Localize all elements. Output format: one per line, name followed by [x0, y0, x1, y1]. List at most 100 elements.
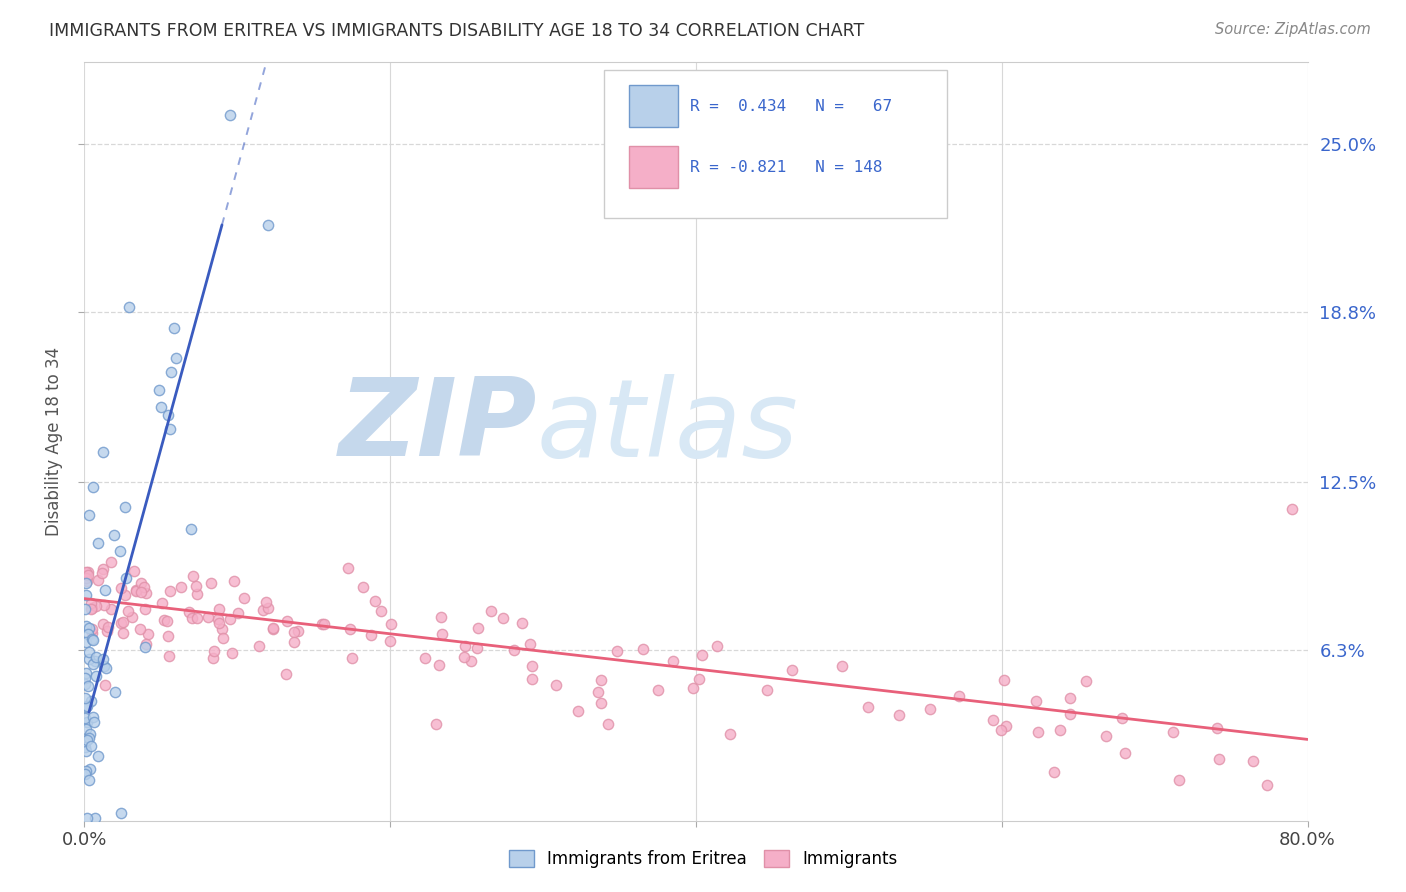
Point [364, 593, 387, 607]
Point [93, 658, 115, 673]
Point [588, 685, 610, 699]
Point [1043, 765, 1066, 780]
Point [77, 508, 100, 522]
Point [77, 627, 100, 641]
Point [152, 596, 174, 610]
Point [519, 637, 541, 651]
Point [148, 383, 170, 397]
Point [84, 811, 107, 825]
Point [75, 565, 97, 579]
Point [520, 672, 543, 686]
Point [425, 717, 447, 731]
Point [157, 629, 180, 643]
Point [82, 622, 104, 636]
Point [1028, 724, 1050, 739]
Point [208, 601, 231, 615]
Point [75, 744, 97, 758]
Point [76, 811, 98, 825]
Point [163, 321, 186, 335]
Point [370, 604, 392, 618]
Point [337, 561, 360, 575]
Point [430, 627, 453, 641]
Point [82, 480, 104, 494]
Point [122, 564, 145, 578]
Point [887, 708, 910, 723]
Point [430, 610, 453, 624]
Point [77, 773, 100, 788]
Point [186, 611, 208, 625]
Point [606, 644, 628, 658]
FancyBboxPatch shape [628, 145, 678, 187]
Point [311, 617, 333, 632]
Point [546, 678, 568, 692]
Point [682, 681, 704, 695]
Point [111, 615, 134, 630]
Point [1281, 502, 1303, 516]
Point [427, 657, 450, 672]
Point [460, 654, 482, 668]
Point [82, 632, 104, 647]
Point [257, 218, 280, 232]
Point [522, 659, 544, 673]
Point [80, 626, 103, 640]
Point [169, 581, 191, 595]
Point [1111, 711, 1133, 725]
Point [1241, 754, 1264, 768]
Point [77, 731, 100, 745]
Text: R = -0.821   N = 148: R = -0.821 N = 148 [690, 160, 883, 175]
Text: ZIP: ZIP [339, 374, 537, 479]
Point [80, 693, 103, 707]
Point [77, 621, 100, 635]
Point [76, 567, 98, 582]
Point [77, 645, 100, 659]
Point [257, 600, 280, 615]
Point [75, 711, 97, 725]
Point [165, 351, 187, 365]
Point [110, 581, 132, 595]
Point [100, 555, 122, 569]
Point [75, 740, 97, 755]
Point [84, 669, 107, 683]
Point [262, 621, 284, 635]
Point [75, 676, 97, 690]
Point [858, 699, 880, 714]
Point [118, 300, 141, 314]
Point [156, 614, 179, 628]
Point [990, 723, 1012, 737]
Point [479, 604, 502, 618]
Point [993, 673, 1015, 688]
Point [79, 727, 101, 741]
Point [76, 715, 98, 730]
Point [502, 643, 524, 657]
Point [219, 612, 242, 626]
Point [160, 365, 183, 379]
Point [84, 599, 107, 613]
Point [82, 710, 104, 724]
Point [212, 631, 235, 645]
Point [75, 767, 97, 781]
Point [114, 500, 136, 514]
Point [134, 602, 156, 616]
Point [631, 642, 654, 657]
Point [129, 585, 152, 599]
Point [247, 639, 270, 653]
Point [125, 584, 148, 599]
Point [831, 659, 853, 673]
Point [80, 739, 103, 753]
Point [283, 625, 305, 640]
Point [276, 667, 298, 681]
Point [1161, 725, 1184, 739]
Point [97, 619, 120, 633]
Point [453, 650, 475, 665]
Point [567, 704, 589, 718]
Point [202, 644, 225, 658]
Point [647, 682, 669, 697]
Point [77, 679, 100, 693]
Point [124, 583, 146, 598]
Point [211, 622, 233, 636]
Point [221, 646, 243, 660]
Point [159, 422, 181, 436]
Point [222, 574, 245, 588]
Point [93, 599, 115, 613]
Point [80, 632, 103, 647]
